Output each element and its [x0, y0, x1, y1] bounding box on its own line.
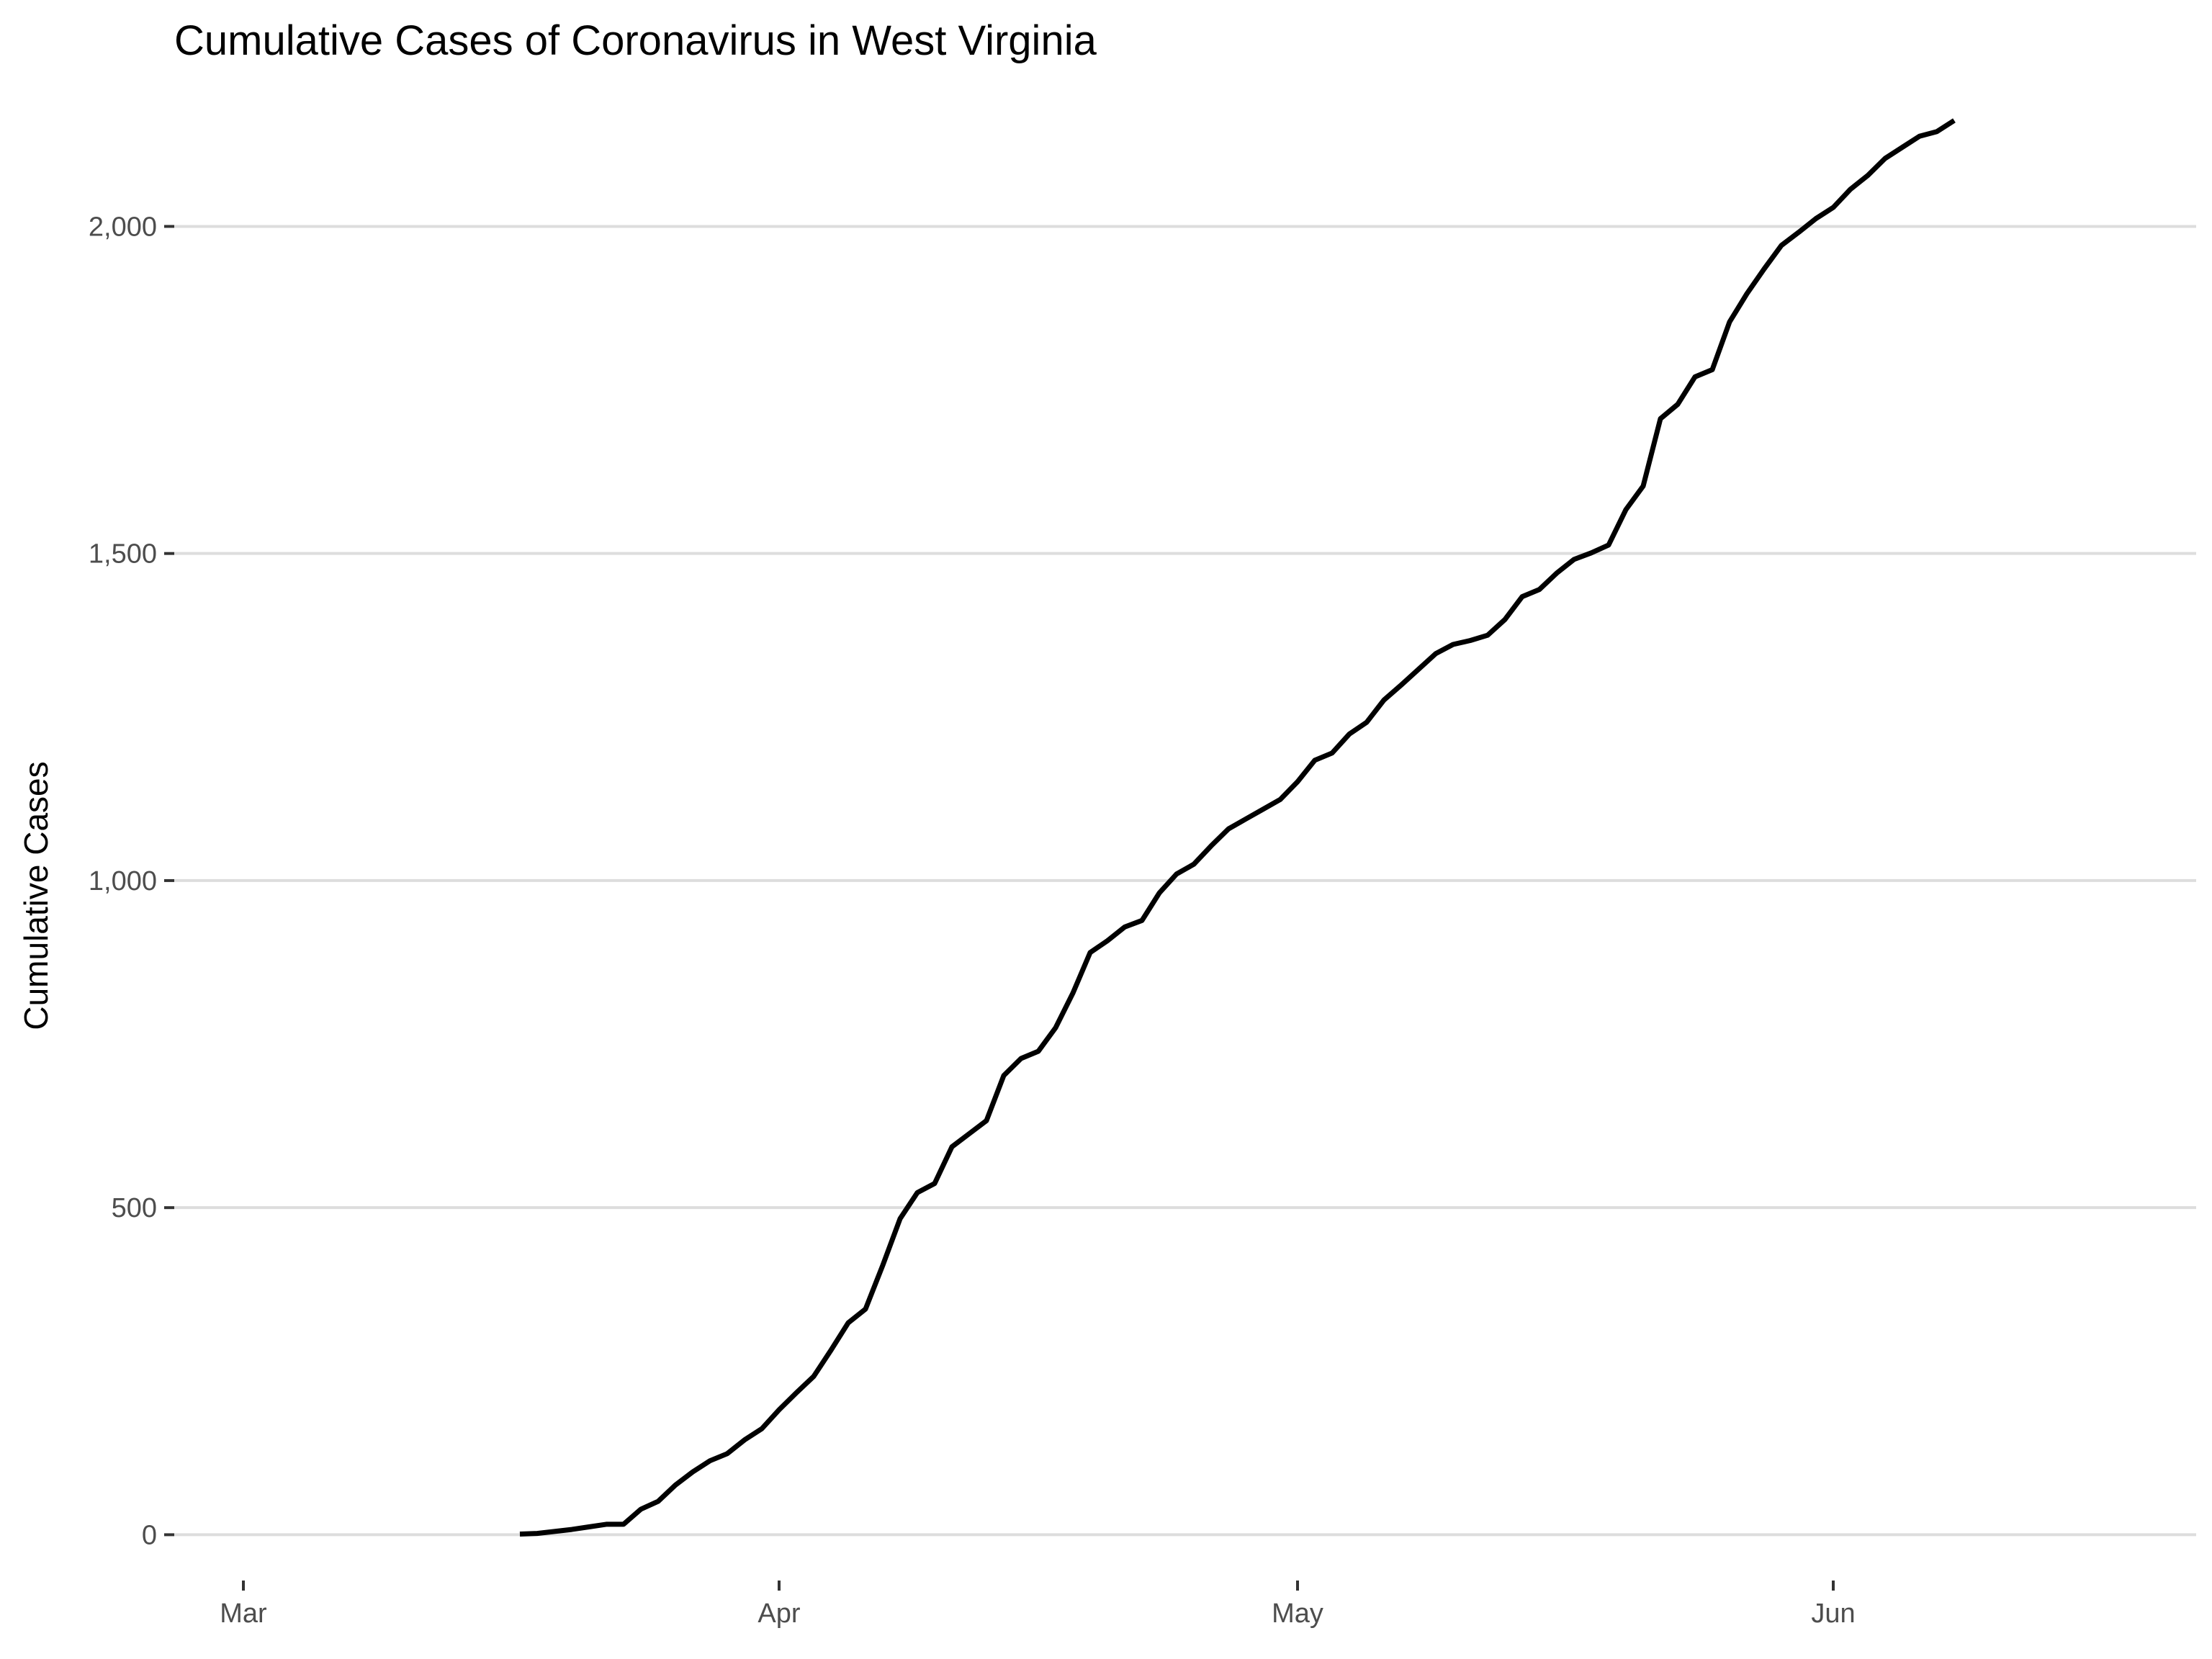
- series-layer: [519, 118, 1956, 1537]
- gridlines: [174, 225, 2196, 1537]
- chart-title: Cumulative Cases of Coronavirus in West …: [174, 17, 1097, 64]
- x-axis: Mar Apr May Jun: [220, 1581, 1856, 1629]
- x-tick-label: Mar: [220, 1599, 267, 1629]
- y-tick-label: 2,000: [89, 212, 157, 242]
- y-tick-label: 500: [112, 1193, 157, 1223]
- y-tick-label: 1,000: [89, 866, 157, 896]
- x-tick-label: May: [1272, 1599, 1323, 1629]
- y-tick-label: 0: [142, 1520, 157, 1550]
- y-tick-label: 1,500: [89, 539, 157, 570]
- y-axis-label: Cumulative Cases: [17, 761, 55, 1030]
- x-tick-label: Apr: [757, 1599, 800, 1629]
- x-tick-label: Jun: [1811, 1599, 1855, 1629]
- cumulative-cases-line: [519, 118, 1956, 1537]
- y-axis: 0 500 1,000 1,500 2,000: [89, 212, 174, 1550]
